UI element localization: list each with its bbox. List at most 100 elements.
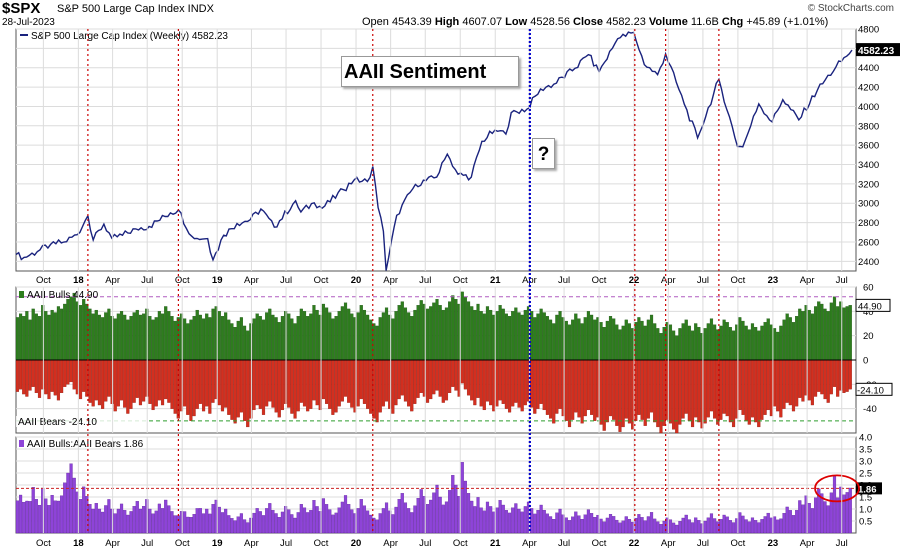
- ratio-bar: [728, 520, 732, 534]
- ratio-bar: [590, 513, 594, 534]
- bears-bar: [583, 359, 587, 417]
- ratio-bar: [242, 519, 247, 534]
- ratio-bar: [646, 516, 650, 534]
- bears-bar: [627, 359, 632, 424]
- bears-bar: [183, 359, 187, 407]
- bears-bar: [501, 359, 505, 404]
- bears-bar: [381, 359, 385, 407]
- bears-bar: [498, 359, 502, 401]
- bulls-bar: [378, 317, 382, 361]
- stockcharts-credit[interactable]: © StockCharts.com: [807, 3, 894, 14]
- ratio-bar: [754, 520, 758, 534]
- x-tick-label: Jul: [558, 538, 570, 549]
- bulls-bar: [785, 313, 789, 361]
- ratio-bar: [545, 513, 549, 534]
- bears-bar: [246, 359, 250, 428]
- bulls-bar: [132, 312, 136, 361]
- ratio-bar: [277, 517, 281, 534]
- ratio-bar: [280, 511, 284, 534]
- bulls-bar: [347, 308, 351, 361]
- x-tick-label: Jul: [419, 538, 431, 549]
- bears-bar: [646, 359, 650, 419]
- ratio-bar: [381, 508, 385, 534]
- bears-bar: [343, 359, 348, 397]
- volume-label: Volume: [648, 16, 688, 28]
- bulls-bar: [91, 313, 95, 361]
- bulls-bar: [236, 320, 240, 361]
- bulls-bar: [293, 323, 297, 361]
- ratio-bar: [574, 511, 578, 534]
- bears-bar: [394, 359, 398, 406]
- ratio-bar: [583, 514, 587, 534]
- bears-bar: [813, 359, 818, 397]
- bulls-bar: [435, 299, 439, 361]
- bulls-bar: [154, 317, 158, 361]
- ratio-bar: [489, 506, 493, 534]
- ratio-bar: [293, 517, 297, 534]
- bears-bar: [173, 359, 177, 414]
- x-tick-label: Jul: [280, 275, 292, 286]
- bears-bar: [791, 359, 796, 412]
- ratio-bar: [189, 517, 193, 534]
- ratio-bar: [678, 521, 682, 534]
- x-tick-label: Apr: [105, 275, 120, 286]
- ratio-bar: [56, 500, 61, 534]
- bears-bar: [593, 359, 597, 421]
- bulls-bar: [268, 308, 272, 361]
- bulls-bar: [94, 309, 98, 361]
- bulls-bar: [296, 316, 300, 361]
- bulls-bar: [466, 301, 471, 361]
- bulls-bar: [192, 316, 196, 361]
- bulls-bar: [173, 320, 177, 361]
- ratio-bar: [34, 499, 38, 534]
- ratio-bar: [807, 503, 811, 534]
- ratio-bar: [785, 506, 789, 534]
- ratio-bar: [230, 518, 234, 534]
- ratio-bar: [586, 509, 590, 534]
- bulls-bar: [542, 312, 546, 361]
- bulls-bar: [555, 314, 559, 361]
- x-tick-label: Apr: [800, 275, 815, 286]
- bears-bar: [728, 359, 732, 423]
- bulls-bar: [189, 319, 193, 361]
- bulls-bar: [817, 301, 821, 361]
- bulls-bar: [78, 305, 83, 361]
- y-tick-label: 2600: [858, 237, 879, 248]
- bears-bar: [637, 359, 641, 415]
- ticker-symbol[interactable]: $SPX: [2, 0, 41, 17]
- bulls-bar: [558, 311, 562, 361]
- ratio-bar: [104, 505, 108, 534]
- ratio-bar: [517, 508, 521, 534]
- bulls-bar: [306, 316, 310, 361]
- bears-bar: [738, 359, 742, 411]
- bears-bar: [564, 359, 568, 421]
- bulls-bar: [801, 311, 805, 361]
- bears-bar: [302, 359, 307, 407]
- chg-value: +45.89 (+1.01%): [746, 16, 829, 28]
- ratio-bar: [340, 501, 344, 534]
- bulls-bar: [233, 326, 237, 361]
- ratio-bar: [716, 521, 720, 534]
- bulls-bar: [66, 299, 70, 361]
- bears-bar: [504, 359, 508, 409]
- bulls-bar: [119, 311, 124, 361]
- ratio-bar: [151, 513, 155, 534]
- bulls-bar: [479, 311, 483, 361]
- ratio-bar: [593, 517, 597, 534]
- bulls-bar: [463, 296, 467, 361]
- bulls-bar: [416, 305, 420, 361]
- x-tick-label: Oct: [592, 275, 607, 286]
- bears-bar: [192, 359, 196, 417]
- highlight-circle: [814, 474, 860, 503]
- bears-bar: [205, 359, 209, 407]
- y-tick-label: 0: [863, 356, 868, 367]
- ratio-bar: [22, 501, 26, 534]
- bears-bar: [713, 359, 717, 419]
- ratio-bar: [542, 510, 546, 534]
- bulls-bar: [205, 313, 209, 361]
- bulls-bar: [482, 313, 486, 361]
- ratio-bar: [403, 502, 408, 534]
- bulls-bar: [419, 300, 423, 361]
- bears-bar: [444, 359, 449, 401]
